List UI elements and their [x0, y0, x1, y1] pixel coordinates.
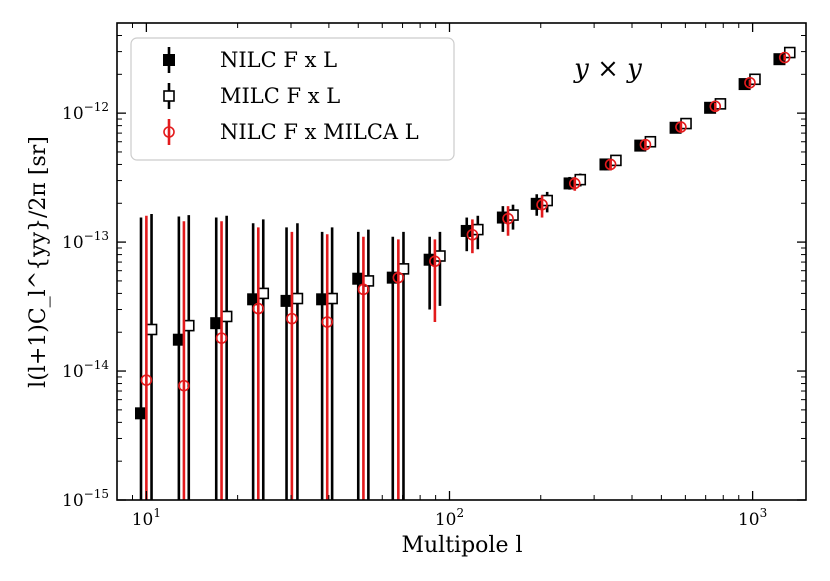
y-axis-label: l(l+1)C_l^{yy}/2π [sr] — [26, 136, 51, 388]
x-tick-label: 103 — [738, 506, 767, 530]
plot-frame — [116, 22, 807, 501]
legend-label: MILC F x L — [220, 84, 340, 108]
plot-area — [135, 46, 796, 500]
data-point — [352, 272, 365, 285]
data-point — [257, 287, 270, 300]
x-tick-label: 102 — [435, 506, 464, 530]
data-point — [252, 302, 265, 315]
data-point — [178, 379, 190, 392]
legend-marker — [163, 126, 175, 138]
axis-ticks: 101 102 103 10−15 10−14 10−13 10−12 — [62, 23, 806, 530]
data-point — [466, 228, 479, 241]
series-3 — [140, 51, 791, 500]
data-point — [291, 292, 304, 305]
data-point — [357, 283, 370, 296]
x-tick-label: 101 — [132, 506, 161, 530]
legend-label: NILC F x L — [220, 48, 337, 72]
data-point — [392, 271, 405, 284]
legend: NILC F x L MILC F x L NILC F x MILCA L — [130, 37, 455, 161]
data-point — [280, 294, 293, 307]
data-point — [502, 212, 514, 225]
legend-marker — [163, 54, 175, 66]
legend-frame — [130, 37, 455, 161]
data-point — [135, 407, 148, 420]
data-point — [321, 316, 334, 328]
y-tick-label: 10−13 — [62, 229, 109, 253]
data-point — [744, 76, 756, 89]
data-point — [286, 312, 298, 325]
data-point — [675, 121, 687, 133]
data-point — [215, 332, 228, 344]
x-axis-label: Multipole l — [401, 533, 522, 558]
data-point — [709, 100, 722, 113]
data-point — [639, 138, 652, 151]
data-point — [536, 198, 548, 211]
data-point — [210, 317, 223, 330]
data-point — [326, 292, 338, 305]
data-point — [568, 177, 581, 190]
data-point — [604, 158, 617, 171]
y-tick-label: 10−15 — [62, 487, 109, 511]
data-point — [145, 323, 158, 336]
data-point — [220, 310, 233, 323]
plot-annotation: y × y — [573, 54, 642, 84]
data-point — [182, 319, 195, 332]
y-tick-label: 10−12 — [62, 100, 109, 124]
legend-label: NILC F x MILCA L — [220, 120, 419, 144]
legend-marker — [163, 90, 175, 102]
data-point — [778, 51, 791, 64]
data-point — [429, 255, 441, 268]
y-tick-label: 10−14 — [62, 358, 109, 382]
data-point — [140, 374, 153, 386]
